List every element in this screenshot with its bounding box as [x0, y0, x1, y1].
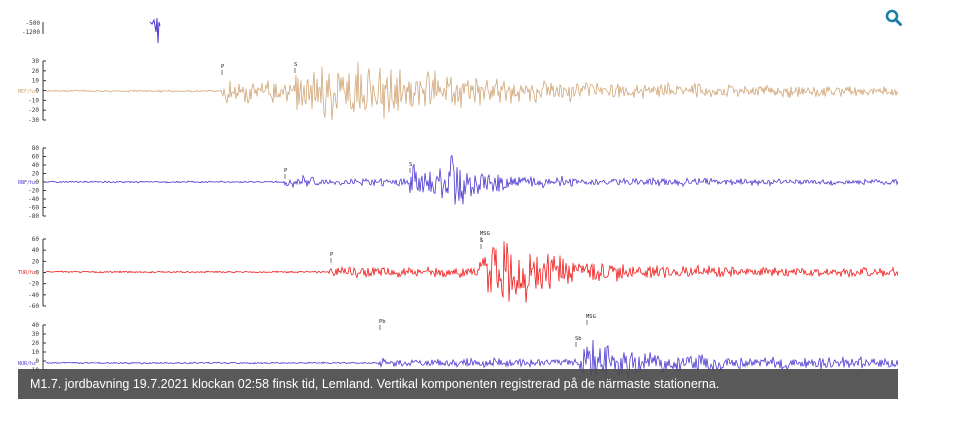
- tick-label: -60: [28, 303, 39, 310]
- tick-label: 0: [35, 270, 39, 277]
- tick-label: 20: [32, 68, 40, 75]
- top-tick-label: -500: [26, 20, 41, 27]
- tick-label: 30: [32, 331, 40, 338]
- phase-label: P: [221, 64, 225, 70]
- tick-label: -40: [28, 196, 39, 203]
- top-tick-label: -1200: [22, 29, 40, 36]
- seismogram-figure: -500 -1200 30 20 10 0 -10 -20 -30 MEF/hz P S 80 60 4…: [18, 10, 899, 400]
- search-button[interactable]: [884, 8, 904, 28]
- phase-label: S: [294, 62, 297, 68]
- search-icon: [885, 9, 902, 26]
- tick-label: 20: [32, 340, 40, 347]
- tick-label: 10: [32, 349, 40, 356]
- station-label: NUR/hz: [18, 361, 36, 367]
- phase-label: Pb: [379, 319, 386, 325]
- image-caption: M1.7. jordbavning 19.7.2021 klockan 02:5…: [18, 369, 898, 399]
- top-trace-axis: -500 -1200: [22, 17, 161, 44]
- tick-label: -80: [28, 213, 39, 220]
- tick-label: 0: [35, 358, 39, 365]
- phase-label: MSG: [480, 231, 490, 237]
- phase-label: P: [284, 168, 288, 174]
- phase-label: Sb: [575, 336, 582, 342]
- tick-label: -60: [28, 205, 39, 212]
- waveform: [45, 154, 899, 205]
- tick-label: 20: [32, 258, 40, 265]
- tick-label: 60: [32, 154, 40, 161]
- station-label: RNF/hz: [18, 180, 36, 186]
- tick-label: 0: [35, 179, 39, 186]
- tick-label: 80: [32, 145, 40, 152]
- tick-label: 40: [32, 322, 40, 329]
- tick-label: -40: [28, 292, 39, 299]
- trace-0: 30 20 10 0 -10 -20 -30 MEF/hz P S: [18, 58, 899, 124]
- tick-label: 40: [32, 247, 40, 254]
- waveform: [45, 61, 899, 121]
- tick-label: -30: [28, 117, 39, 124]
- phase-label: S: [480, 238, 483, 244]
- station-label: MEF/hz: [18, 89, 36, 95]
- tick-label: -10: [28, 97, 39, 104]
- phase-label: P: [330, 252, 334, 258]
- phase-label: MSG: [586, 314, 596, 320]
- waveform: [45, 339, 899, 379]
- tick-label: 60: [32, 236, 40, 243]
- phase-label: S: [409, 162, 412, 168]
- tick-label: 30: [32, 58, 40, 65]
- tick-label: -20: [28, 107, 39, 114]
- tick-label: -20: [28, 188, 39, 195]
- tick-label: -20: [28, 281, 39, 288]
- station-label: TUR/hz: [18, 270, 36, 276]
- tick-label: 0: [35, 88, 39, 95]
- tick-label: 20: [32, 171, 40, 178]
- waveform: [45, 241, 899, 303]
- tick-label: 40: [32, 162, 40, 169]
- tick-label: 10: [32, 78, 40, 85]
